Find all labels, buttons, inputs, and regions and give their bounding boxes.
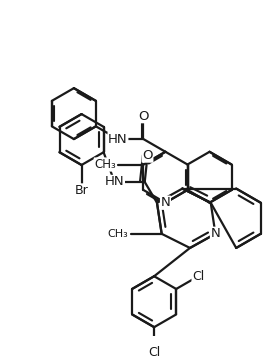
Text: O: O [138, 110, 149, 123]
Text: N: N [211, 227, 220, 240]
Text: Br: Br [75, 184, 88, 197]
Text: HN: HN [108, 132, 128, 146]
Text: CH₃: CH₃ [94, 158, 116, 171]
Text: CH₃: CH₃ [107, 229, 128, 239]
Text: Cl: Cl [192, 270, 204, 283]
Text: N: N [161, 196, 170, 209]
Text: HN: HN [105, 176, 124, 188]
Text: O: O [142, 149, 153, 162]
Text: Cl: Cl [148, 346, 160, 356]
